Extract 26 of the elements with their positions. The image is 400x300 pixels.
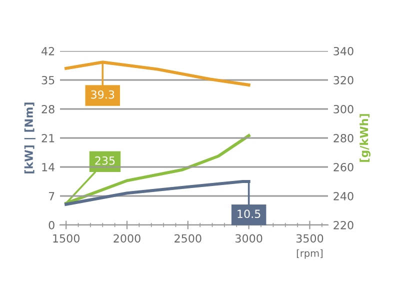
y2-tick-label: 240 (334, 192, 354, 200)
y-tick-label: 28 (42, 104, 54, 114)
x-tick-label: 2000 (114, 234, 140, 243)
y-axis-title: [kW] | [Nm] (24, 102, 36, 174)
y2-tick-label: 340 (334, 46, 354, 56)
y2-tick-label: 320 (334, 76, 354, 84)
y-tick-label: 14 (42, 163, 55, 172)
x-tick-label: 3500 (296, 234, 324, 243)
y-tick-label: 21 (42, 134, 54, 142)
data-label: 10.5 (238, 210, 260, 218)
y-tick-label: 35 (42, 76, 54, 84)
y-tick-label: 7 (48, 192, 54, 200)
y-tick-label: 42 (42, 46, 54, 56)
x-axis-title: [rpm] (296, 249, 323, 259)
x-tick-label: 2500 (174, 234, 202, 243)
data-label: 39.3 (91, 90, 114, 99)
y-tick-label: 0 (48, 220, 54, 230)
y2-tick-label: 260 (334, 162, 354, 172)
y2-axis-title: [g/kWh] (360, 114, 370, 162)
data-label: 235 (95, 156, 115, 165)
x-tick-label: 3000 (236, 234, 262, 243)
x-tick-label: 1500 (53, 234, 80, 243)
y2-tick-label: 300 (334, 104, 354, 114)
line-series (64, 60, 250, 86)
y2-tick-label: 220 (334, 220, 354, 230)
y2-tick-label: 280 (334, 134, 354, 142)
